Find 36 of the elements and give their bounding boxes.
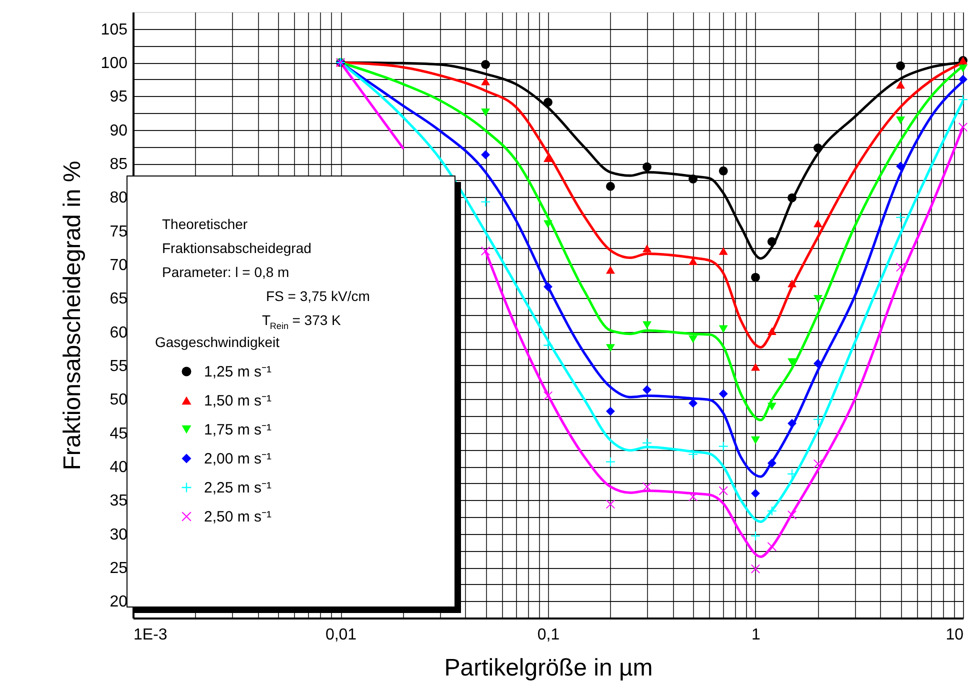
y-tick-label: 20: [110, 594, 128, 611]
x-tick-label: 1: [752, 626, 761, 644]
legend-label: 1,25 m s⁻¹: [204, 364, 272, 380]
y-tick-label: 25: [110, 560, 128, 577]
x-tick-label: 10: [946, 626, 964, 644]
annotation: Theoretischer: [162, 216, 248, 232]
x-tick-label: 0,01: [325, 626, 357, 644]
y-tick-label: 70: [110, 257, 128, 274]
y-tick-label: 55: [110, 358, 128, 375]
annotation: Fraktionsabscheidegrad: [162, 240, 312, 256]
y-tick-label: 95: [110, 88, 128, 106]
legend-label: 1,75 m s⁻¹: [204, 422, 272, 438]
y-tick-label: 85: [110, 156, 128, 173]
y-tick-label: 65: [110, 290, 128, 308]
annotation: FS = 3,75 kV/cm: [266, 288, 370, 304]
y-tick-label: 75: [110, 223, 128, 240]
legend-label: 1,50 m s⁻¹: [204, 392, 272, 410]
y-tick-label: 50: [110, 392, 128, 409]
x-axis-title: Partikelgröße in µm: [444, 654, 653, 682]
x-tick-label: 1E-3: [134, 626, 168, 644]
y-tick-label: 100: [100, 55, 128, 72]
legend-label: 2,00 m s⁻¹: [204, 450, 272, 468]
y-tick-label: 60: [110, 324, 128, 342]
legend-title: Gasgeschwindigkeit: [155, 334, 280, 350]
y-tick-label: 45: [110, 425, 128, 442]
annotation: Parameter: l = 0,8 m: [162, 264, 290, 280]
y-tick-label: 105: [100, 21, 128, 38]
y-tick-label: 35: [110, 492, 128, 510]
y-tick-label: 90: [110, 122, 128, 140]
legend-label: 2,50 m s⁻¹: [204, 508, 272, 526]
y-tick-label: 80: [110, 190, 128, 207]
y-axis-title: Fraktionsabscheidegrad in %: [58, 160, 86, 470]
y-tick-label: 30: [110, 526, 128, 544]
y-tick-label: 40: [110, 459, 128, 476]
legend-label: 2,25 m s⁻¹: [204, 480, 272, 496]
x-tick-label: 0,1: [537, 626, 560, 644]
